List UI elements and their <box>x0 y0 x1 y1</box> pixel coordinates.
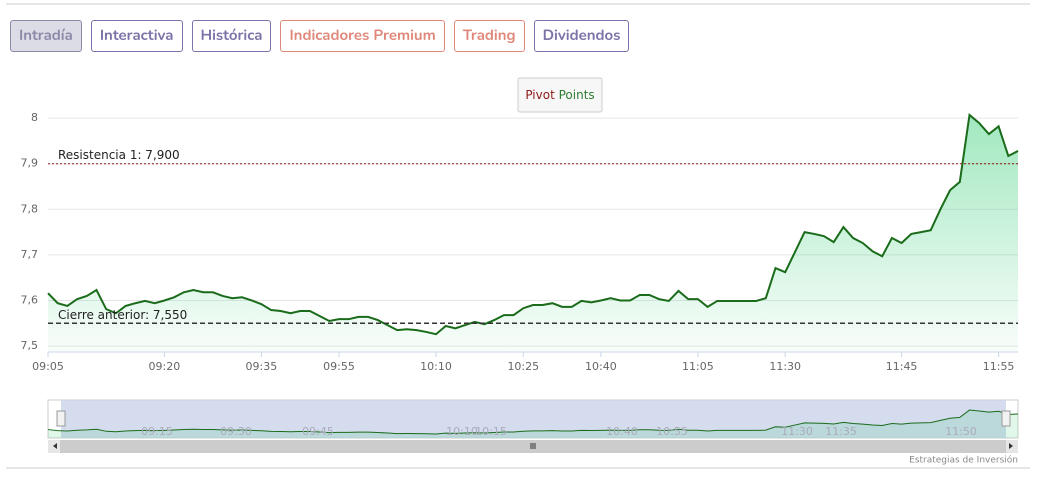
scroll-grip <box>530 443 536 449</box>
pivot-button[interactable] <box>517 77 603 113</box>
y-tick-label: 7,6 <box>21 293 39 306</box>
navigator-selection[interactable] <box>61 400 1006 438</box>
x-tick-label: 09:55 <box>323 360 355 373</box>
x-tick-label: 11:45 <box>886 360 918 373</box>
navigator-label: 10:40 <box>606 425 638 438</box>
navigator-label: 11:50 <box>945 425 977 438</box>
credit: Estrategias de Inversión <box>909 455 1018 466</box>
price-line <box>47 112 1019 336</box>
x-tick-label: 10:25 <box>507 360 539 373</box>
x-tick-label: 09:20 <box>149 360 181 373</box>
navigator-area <box>48 410 1018 438</box>
navigator-label: 09:30 <box>220 425 252 438</box>
x-tick-label: 11:55 <box>983 360 1015 373</box>
pivot-label[interactable]: Pivot Points <box>525 88 594 102</box>
navigator-label: 11:30 <box>781 425 813 438</box>
tab[interactable]: Trading <box>453 20 525 52</box>
scroll-right <box>1009 443 1013 449</box>
navigator-handle[interactable] <box>1001 410 1011 427</box>
y-tick-label: 7,9 <box>21 157 39 170</box>
navigator-label: 11:35 <box>825 425 857 438</box>
tab[interactable]: Dividendos <box>533 20 630 52</box>
x-tick-label: 09:05 <box>32 360 64 373</box>
x-tick-label: 10:40 <box>585 360 617 373</box>
x-tick-label: 11:30 <box>769 360 801 373</box>
x-tick-label: 10:10 <box>420 360 452 373</box>
x-tick-label: 09:35 <box>246 360 278 373</box>
y-tick-label: 7,8 <box>21 202 39 215</box>
scroll-left <box>53 443 57 449</box>
plot-line-label: Cierre anterior: 7,550 <box>58 308 187 322</box>
y-tick-label: 7,5 <box>21 339 39 352</box>
navigator-handle[interactable] <box>56 410 66 427</box>
navigator-line <box>47 409 1019 435</box>
area-fill <box>48 114 1018 352</box>
tab[interactable]: Interactiva <box>90 20 183 52</box>
points-word: Points <box>559 88 595 102</box>
pivot-word: Pivot <box>525 88 555 102</box>
plot-line-label: Resistencia 1: 7,900 <box>58 148 180 162</box>
navigator-label: 10:15 <box>475 425 507 438</box>
tab[interactable]: Histórica <box>191 20 272 52</box>
x-tick-label: 11:05 <box>682 360 714 373</box>
navigator-label: 10:55 <box>656 425 688 438</box>
tab[interactable]: Indicadores Premium <box>280 20 445 52</box>
navigator-label: 10:10 <box>446 425 478 438</box>
tab-bar: Intradía Interactiva Histórica Indicadores … <box>10 20 630 52</box>
y-tick-label: 8 <box>31 111 38 124</box>
y-tick-label: 7,7 <box>21 248 39 261</box>
navigator-label: 09:15 <box>141 425 173 438</box>
tab[interactable]: Intradía <box>10 20 82 52</box>
navigator-label: 09:45 <box>302 425 334 438</box>
